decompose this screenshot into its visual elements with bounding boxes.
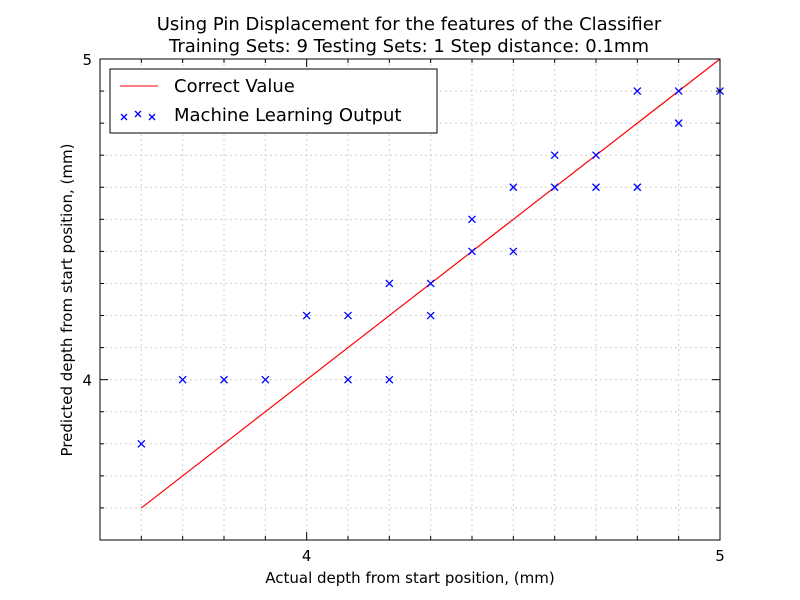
grid-lines (100, 59, 720, 540)
legend: Correct Value Machine Learning Output (109, 68, 438, 134)
ml-output-point (509, 183, 518, 192)
x-axis-label: Actual depth from start position, (mm) (265, 569, 554, 587)
legend-marker-swatch (120, 110, 156, 121)
ml-output-point (674, 87, 683, 96)
x-tick-label: 4 (302, 547, 312, 565)
ml-output-point (426, 311, 435, 320)
ml-output-point (633, 183, 642, 192)
ml-output-point (426, 279, 435, 288)
ml-output-point (550, 183, 559, 192)
ml-output-point (344, 311, 352, 320)
plot-frame (99, 58, 721, 541)
tick-labels: 4 5 4 5 (82, 51, 724, 565)
data-series (137, 58, 724, 509)
ml-output-point (261, 375, 270, 384)
ml-output-point (633, 87, 642, 96)
legend-x-marker (120, 113, 128, 121)
ml-output-point (385, 279, 394, 288)
y-axis-label: Predicted depth from start position, (mm… (58, 144, 76, 457)
x-tick-label: 5 (715, 547, 725, 565)
y-tick-label: 4 (82, 372, 92, 390)
ml-output-point (592, 151, 600, 160)
legend-x-marker (134, 110, 142, 118)
chart-title-line2: Training Sets: 9 Testing Sets: 1 Step di… (168, 36, 649, 57)
legend-label-correct-value: Correct Value (174, 76, 295, 97)
ml-output-point (178, 375, 187, 384)
ml-output-point (220, 375, 228, 384)
ml-output-point (344, 375, 352, 384)
legend-x-marker (148, 113, 156, 121)
ml-output-point (137, 439, 146, 448)
y-tick-label: 5 (82, 51, 92, 69)
ml-output-point (674, 119, 683, 128)
ml-output-point (550, 151, 559, 160)
legend-label-ml-output: Machine Learning Output (174, 105, 401, 126)
chart-title-line1: Using Pin Displacement for the features … (157, 14, 662, 35)
legend-box (109, 68, 438, 134)
ml-output-point (302, 311, 311, 320)
ml-output-point (592, 183, 600, 192)
ml-output-point (509, 247, 518, 256)
ml-output-point (468, 215, 476, 224)
ml-output-point (468, 247, 476, 256)
ml-output-point (385, 375, 394, 384)
